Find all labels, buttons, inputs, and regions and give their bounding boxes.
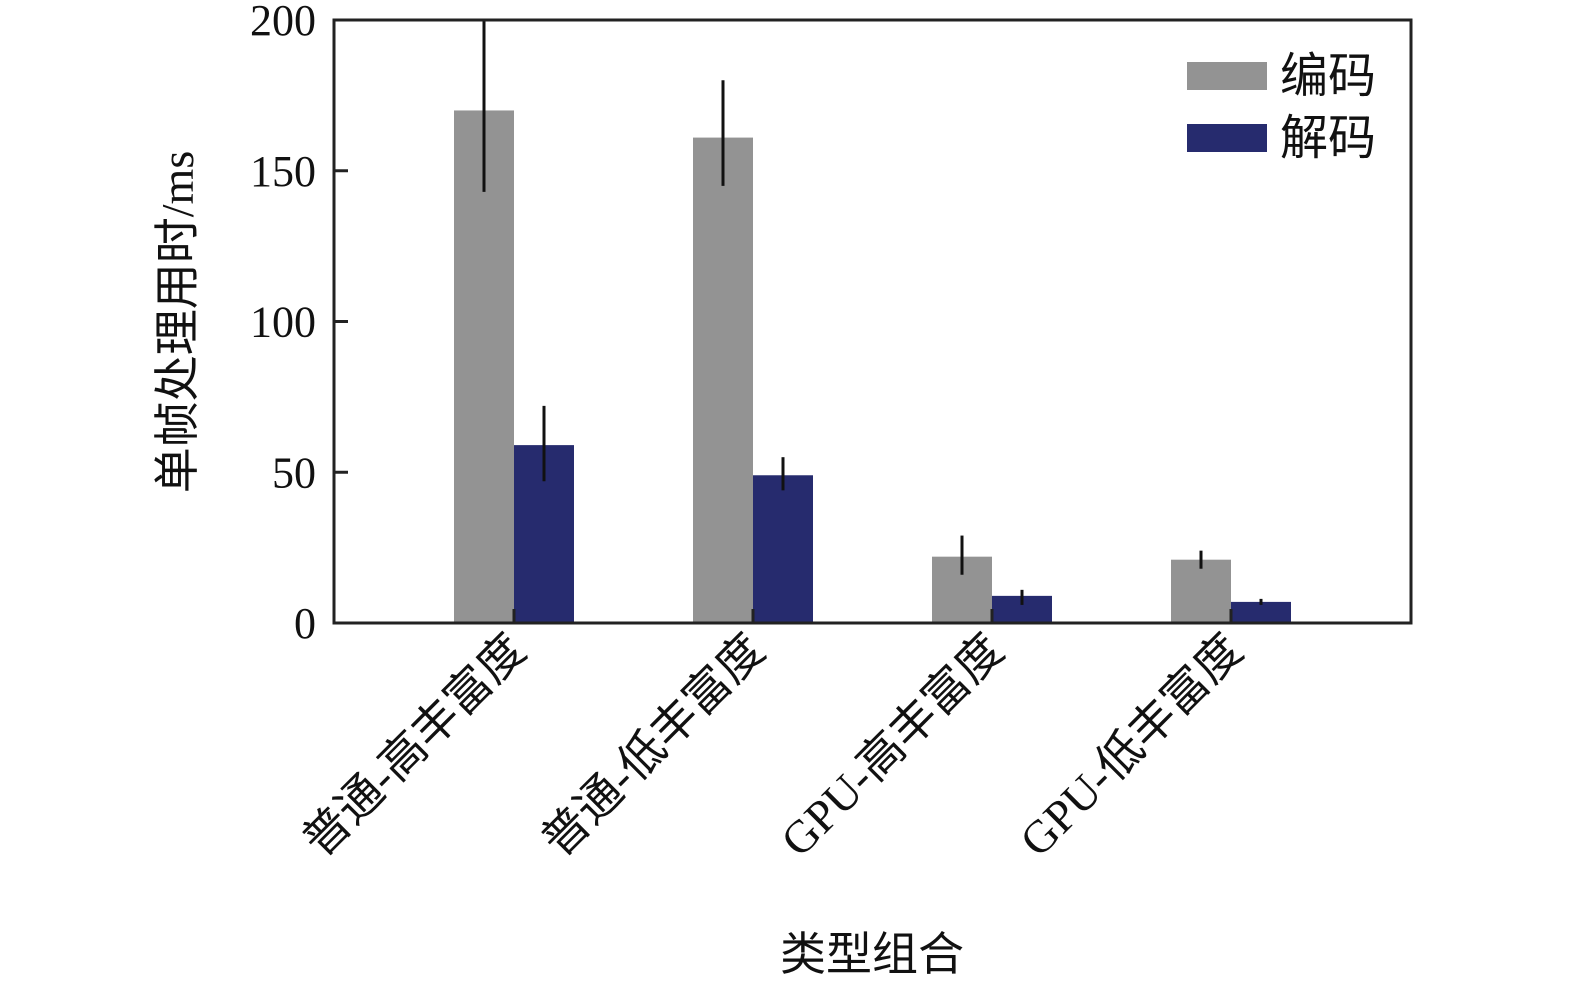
legend-label-encode: 编码 <box>1280 50 1376 103</box>
y-tick-label: 200 <box>250 0 316 45</box>
bar-encode-0 <box>454 110 514 623</box>
bars-layer <box>454 110 1291 623</box>
bar-decode-3 <box>1231 601 1291 623</box>
bar-encode-1 <box>693 137 753 623</box>
y-tick-label: 50 <box>272 448 316 497</box>
legend-swatch-encode <box>1187 62 1267 90</box>
y-axis-title: 单帧处理用时/ms <box>152 151 203 493</box>
legend: 编码 解码 <box>1187 50 1376 165</box>
x-tick-label: 普通-高丰富度 <box>293 624 535 866</box>
y-tick-label: 100 <box>250 298 316 347</box>
legend-label-decode: 解码 <box>1280 112 1376 165</box>
y-axis: 0 50 100 150 200 <box>250 0 348 648</box>
y-tick-label: 0 <box>294 599 316 648</box>
bar-encode-3 <box>1171 559 1231 623</box>
error-bars-layer <box>482 20 1263 605</box>
x-axis-title: 类型组合 <box>780 929 964 980</box>
y-tick-label: 150 <box>250 147 316 196</box>
x-tick-label: 普通-低丰富度 <box>532 624 774 866</box>
x-tick-label: GPU-低丰富度 <box>1010 624 1252 866</box>
legend-swatch-decode <box>1187 124 1267 152</box>
bar-decode-1 <box>753 475 813 623</box>
x-tick-label: GPU-高丰富度 <box>771 624 1013 866</box>
